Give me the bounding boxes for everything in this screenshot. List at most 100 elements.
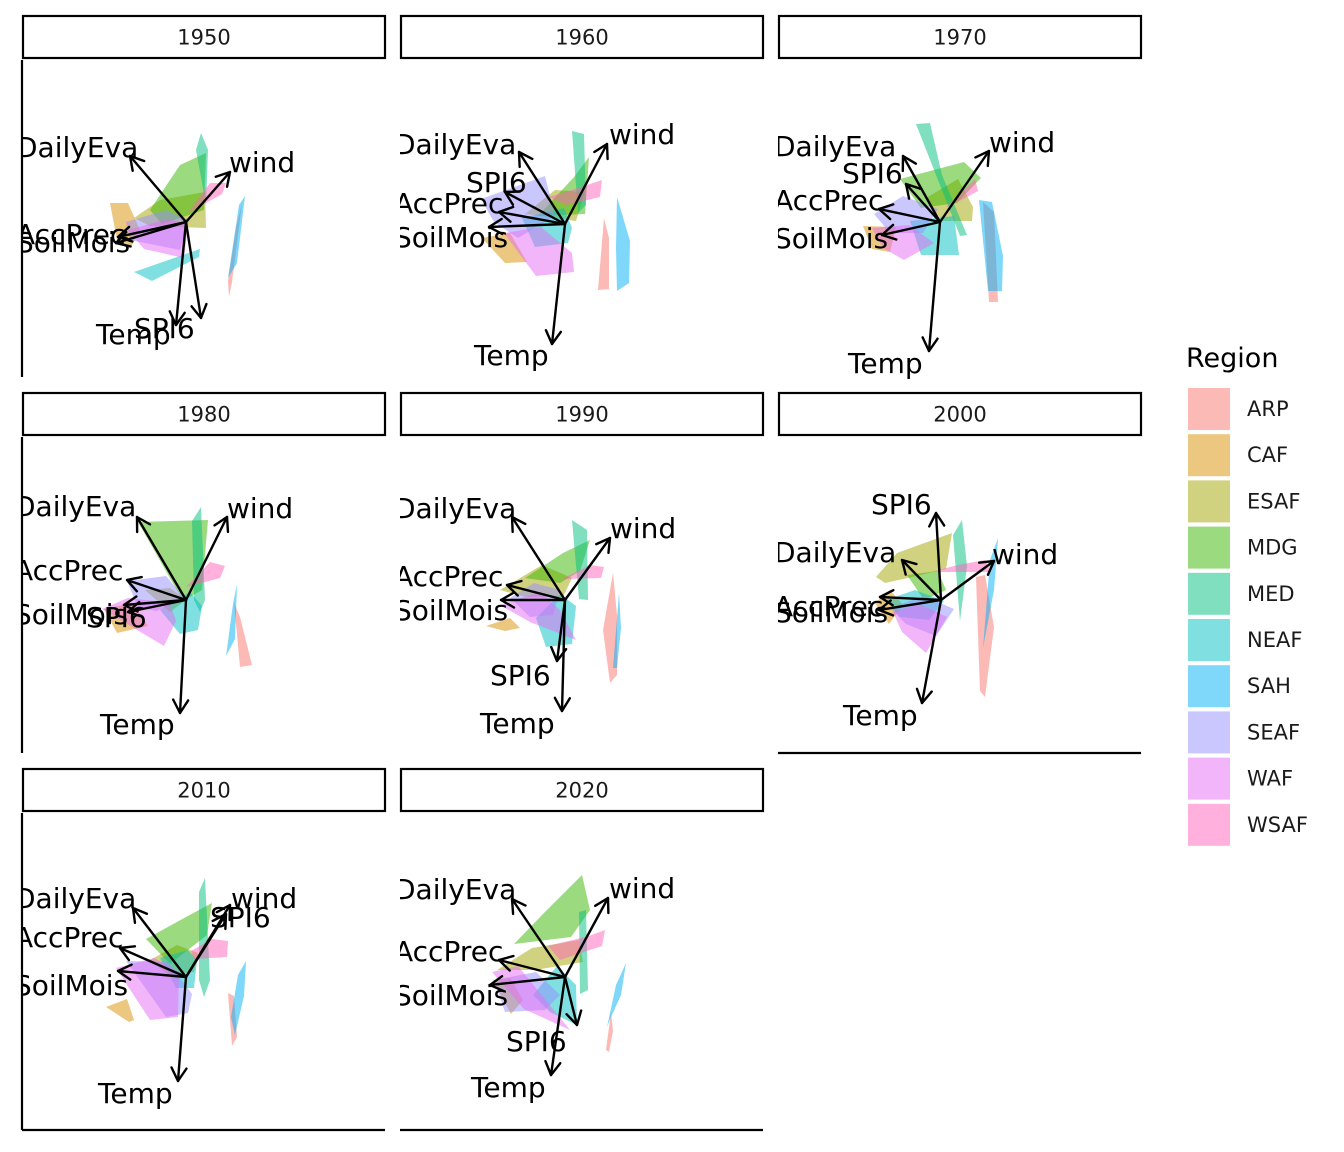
- arrow-temp: [170, 975, 188, 1083]
- arrow-wind: [939, 559, 996, 602]
- hull-med: [916, 123, 967, 236]
- legend-item-arp: ARP: [1188, 388, 1289, 430]
- legend-label: NEAF: [1247, 628, 1302, 652]
- strip-label: 2020: [555, 779, 608, 803]
- legend-item-sah: SAH: [1188, 665, 1291, 708]
- hull-sah: [228, 196, 245, 278]
- variable-label-temp: Temp: [99, 708, 175, 741]
- arrow-head: [553, 696, 572, 713]
- arrow-dailyeva: [510, 515, 567, 602]
- hull-sah: [226, 584, 237, 656]
- hull-waf: [128, 219, 188, 258]
- arrow-shaft: [877, 598, 943, 612]
- variable-label-temp: Temp: [97, 1077, 173, 1110]
- variable-label-accprec: AccPrec: [394, 935, 503, 968]
- panel-plot-area: DailyEva wind AccPrec SoilMois SPI6 Temp: [394, 872, 675, 1104]
- strip-label: 1990: [555, 403, 608, 427]
- arrow-soilmois: [877, 598, 943, 617]
- arrow-wind: [563, 896, 610, 979]
- arrow-shaft: [503, 190, 567, 226]
- legend-key: [1188, 803, 1230, 846]
- arrow-temp: [168, 220, 188, 327]
- arrow-wind: [938, 149, 991, 224]
- hull-waf: [102, 598, 176, 646]
- arrow-shaft: [116, 969, 188, 979]
- variable-label-soilmois: SoilMois: [16, 226, 130, 259]
- hull-mdg: [146, 903, 212, 964]
- arrow-spi6: [563, 975, 583, 1027]
- hull-wsaf: [548, 930, 605, 960]
- arrow-shaft: [550, 222, 567, 346]
- arrow-wind: [184, 170, 232, 224]
- strip-background: [777, 391, 1143, 437]
- arrow-shaft: [563, 142, 609, 226]
- legend-key: [1188, 711, 1230, 754]
- legend-title: Region: [1186, 343, 1278, 374]
- arrow-head: [594, 896, 610, 915]
- arrow-spi6: [503, 190, 567, 226]
- arrow-shaft: [178, 598, 188, 715]
- arrow-head: [170, 1066, 188, 1083]
- hull-mdg: [525, 540, 590, 583]
- variable-label-soilmois: SoilMois: [14, 598, 128, 631]
- legend-key: [1188, 757, 1230, 800]
- variable-label-soilmois: SoilMois: [394, 979, 508, 1012]
- arrow-head: [131, 906, 149, 925]
- arrow-head: [190, 302, 208, 320]
- arrow-shaft: [488, 975, 567, 987]
- legend-key: [1188, 619, 1230, 661]
- hull-arp: [598, 218, 609, 290]
- variable-label-wind: wind: [231, 882, 297, 915]
- hull-wsaf: [549, 180, 602, 205]
- strip-label: 1970: [933, 26, 986, 50]
- arrow-spi6: [904, 182, 942, 224]
- legend-key: [1188, 480, 1230, 523]
- variable-label-dailyeva: DailyEva: [14, 490, 136, 523]
- variable-label-accprec: AccPrec: [14, 554, 123, 587]
- hull-arp: [606, 1012, 613, 1052]
- variable-label-dailyeva: DailyEva: [774, 130, 896, 163]
- arrow-shaft: [118, 946, 188, 979]
- arrow-spi6: [184, 912, 228, 979]
- hull-wsaf: [931, 560, 991, 572]
- legend-item-caf: CAF: [1188, 434, 1288, 477]
- legend-label: ARP: [1247, 397, 1289, 421]
- variable-label-spi6: SPI6: [506, 1025, 567, 1058]
- arrow-wind: [563, 536, 612, 602]
- hull-waf: [504, 227, 574, 276]
- legend-label: SEAF: [1247, 720, 1300, 744]
- arrow-dailyeva: [135, 515, 188, 602]
- legend-key: [1188, 665, 1230, 708]
- hull-mdg: [514, 875, 590, 944]
- variable-label-soilmois: SoilMois: [394, 594, 508, 627]
- arrow-head: [114, 230, 132, 248]
- arrow-head: [915, 687, 933, 705]
- hull-caf: [482, 233, 527, 263]
- arrow-dailyeva: [128, 154, 188, 224]
- variable-label-dailyeva: DailyEva: [394, 873, 516, 906]
- arrow-shaft: [176, 975, 188, 1083]
- variable-label-spi6: SPI6: [871, 488, 932, 521]
- arrow-spi6: [928, 511, 946, 602]
- legend: Region ARP CAF ESAF MDG MED NEAF SAH SEAF WAF WSAF: [1186, 343, 1308, 846]
- arrow-head: [116, 963, 133, 981]
- arrow-shaft: [563, 896, 610, 979]
- variable-label-wind: wind: [609, 872, 675, 905]
- hull-sah: [613, 593, 621, 668]
- hull-wsaf: [562, 565, 604, 579]
- arrow-soilmois: [499, 591, 567, 609]
- arrow-head: [503, 190, 522, 206]
- arrow-shaft: [128, 154, 188, 224]
- arrow-accprec: [118, 945, 188, 979]
- arrow-accprec: [877, 203, 942, 224]
- arrow-wind: [563, 142, 609, 226]
- variable-label-temp: Temp: [470, 1071, 546, 1104]
- arrow-wind: [184, 515, 230, 602]
- arrow-temp: [915, 598, 943, 705]
- arrow-head: [510, 897, 527, 916]
